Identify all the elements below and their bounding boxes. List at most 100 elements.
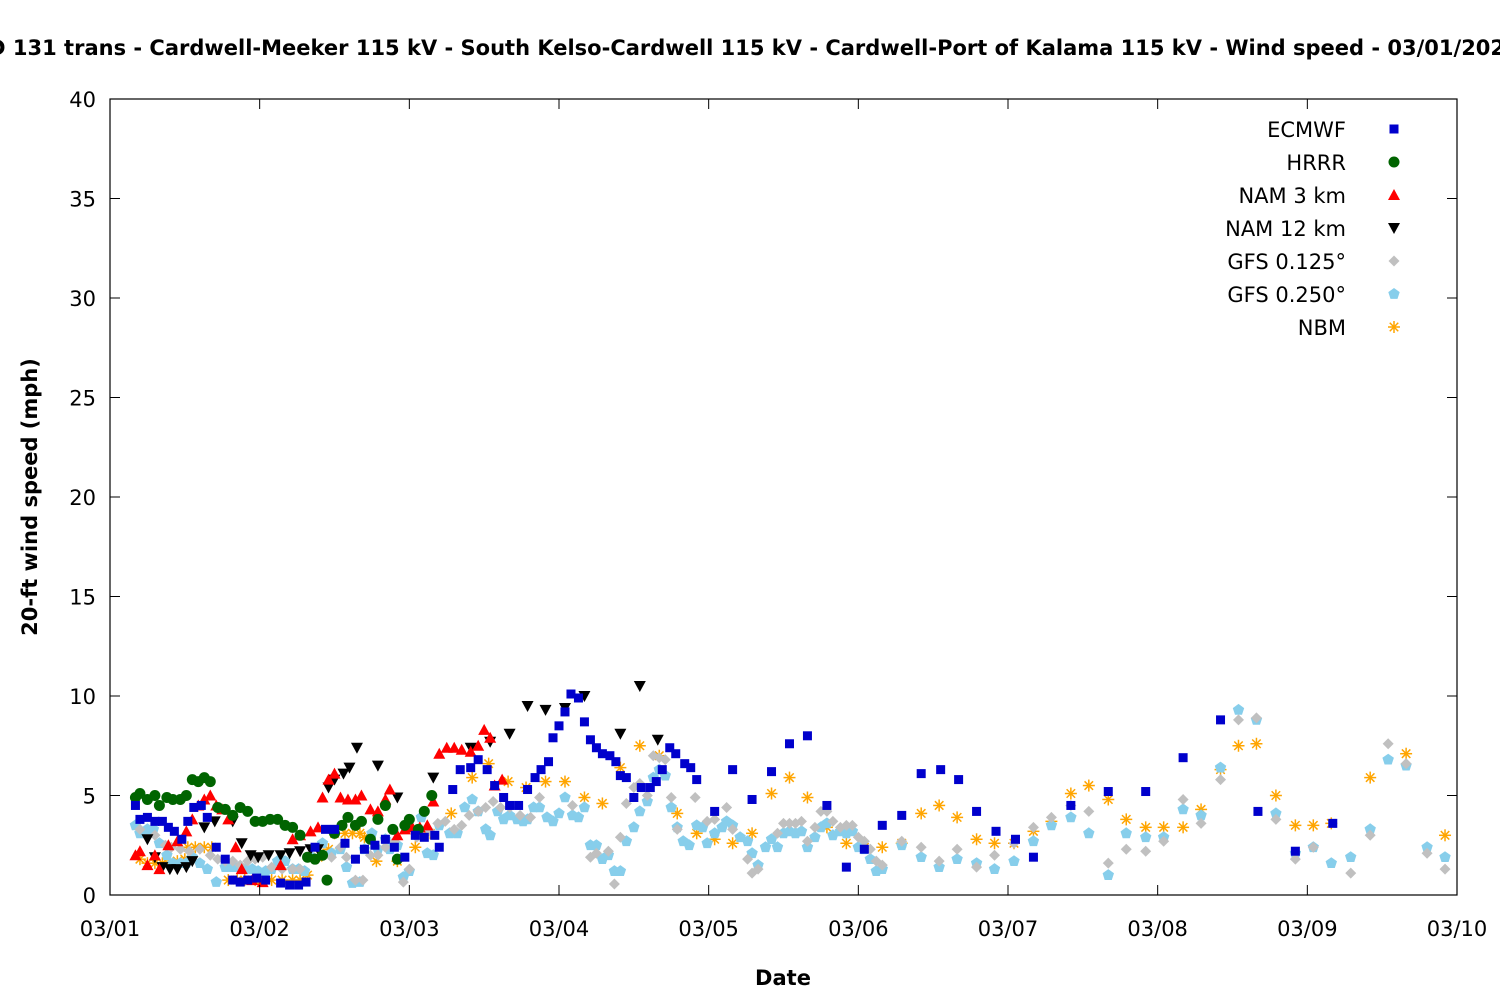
- data-point: [285, 880, 295, 890]
- data-point: [933, 855, 945, 867]
- data-points: [129, 681, 1452, 890]
- series-gfs-0-125-: [134, 712, 1451, 890]
- data-point: [778, 817, 789, 829]
- data-point: [1045, 819, 1058, 831]
- data-point: [1140, 831, 1152, 843]
- data-point: [822, 800, 832, 810]
- series-gfs-0-250-: [129, 703, 1451, 888]
- data-point: [350, 742, 363, 754]
- data-point: [229, 841, 242, 853]
- data-point: [355, 789, 368, 801]
- data-point: [228, 875, 238, 885]
- data-point: [954, 775, 964, 785]
- data-point: [153, 799, 165, 811]
- data-point: [573, 693, 583, 703]
- data-point: [840, 819, 852, 831]
- data-point: [472, 805, 484, 817]
- legend-label: NBM: [1298, 316, 1346, 340]
- data-point: [972, 806, 982, 816]
- data-point: [340, 838, 350, 848]
- data-point: [336, 819, 348, 831]
- data-point: [455, 743, 468, 755]
- data-point: [163, 822, 173, 832]
- data-point: [445, 807, 458, 820]
- data-point: [337, 768, 350, 780]
- data-point: [130, 800, 140, 810]
- data-point: [1270, 807, 1282, 819]
- data-point: [418, 805, 430, 817]
- data-point: [294, 880, 304, 890]
- x-tick-label: 03/05: [678, 917, 739, 941]
- data-point: [142, 812, 152, 822]
- data-point: [801, 791, 814, 804]
- data-point: [174, 843, 186, 855]
- data-point: [370, 840, 380, 850]
- data-point: [379, 841, 391, 853]
- data-point: [503, 728, 516, 740]
- data-point: [286, 833, 299, 845]
- data-point: [380, 834, 390, 844]
- data-point: [692, 775, 702, 785]
- data-point: [177, 834, 187, 844]
- data-point: [466, 771, 479, 784]
- data-point: [608, 878, 620, 890]
- data-point: [1253, 806, 1263, 816]
- data-point: [383, 783, 396, 795]
- data-point: [809, 821, 821, 833]
- data-point: [141, 834, 154, 846]
- data-point: [689, 791, 701, 803]
- data-point: [1214, 761, 1227, 773]
- data-point: [559, 791, 571, 803]
- data-point: [340, 861, 353, 872]
- data-point: [752, 863, 764, 875]
- data-point: [590, 839, 603, 851]
- legend-label: HRRR: [1286, 151, 1346, 175]
- legend-marker: [1388, 321, 1400, 333]
- legend-entry: ECMWF: [1267, 118, 1399, 142]
- data-point: [294, 846, 307, 858]
- data-point: [746, 827, 759, 840]
- legend-entry: NAM 3 km: [1238, 184, 1400, 208]
- y-tick-label: 5: [83, 785, 96, 809]
- data-point: [915, 851, 927, 862]
- data-point: [933, 799, 946, 812]
- y-tick-label: 30: [69, 287, 96, 311]
- data-point: [578, 801, 591, 813]
- data-point: [514, 809, 526, 821]
- data-point: [161, 849, 173, 861]
- data-point: [478, 723, 491, 735]
- data-point: [841, 862, 851, 872]
- data-point: [876, 841, 889, 854]
- y-tick-label: 40: [69, 88, 96, 112]
- data-point: [1270, 813, 1282, 825]
- data-point: [204, 789, 217, 801]
- data-point: [304, 825, 317, 837]
- legend-entry: GFS 0.125°: [1227, 250, 1400, 274]
- data-point: [222, 813, 235, 825]
- data-point: [809, 831, 821, 843]
- data-point: [409, 841, 422, 854]
- data-point: [266, 861, 278, 873]
- data-point: [484, 731, 497, 743]
- data-point: [134, 788, 146, 800]
- data-point: [683, 839, 695, 851]
- x-tick-label: 03/01: [80, 917, 141, 941]
- data-point: [602, 845, 614, 857]
- data-point: [1250, 737, 1263, 750]
- data-point: [448, 823, 460, 835]
- data-point: [566, 689, 576, 699]
- data-point: [372, 813, 384, 825]
- data-point: [634, 805, 646, 817]
- data-point: [614, 728, 627, 740]
- legend-entry: HRRR: [1286, 151, 1400, 175]
- x-tick-label: 03/03: [379, 917, 440, 941]
- data-point: [1103, 787, 1113, 797]
- legend-label: NAM 3 km: [1238, 184, 1346, 208]
- data-point: [1195, 817, 1207, 829]
- data-point: [410, 830, 420, 840]
- data-point: [321, 874, 333, 886]
- data-point: [971, 861, 983, 873]
- data-point: [701, 837, 713, 849]
- data-point: [1027, 835, 1040, 847]
- data-point: [466, 793, 478, 805]
